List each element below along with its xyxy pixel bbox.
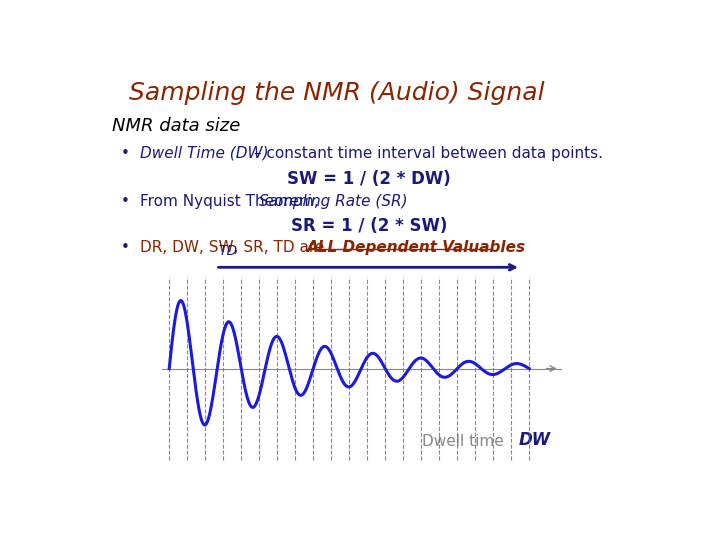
Text: Sampling the NMR (Audio) Signal: Sampling the NMR (Audio) Signal xyxy=(129,82,545,105)
Text: •: • xyxy=(121,194,130,208)
Text: DW: DW xyxy=(518,431,551,449)
Text: SR = 1 / (2 * SW): SR = 1 / (2 * SW) xyxy=(291,217,447,234)
Text: DR, DW, SW, SR, TD are: DR, DW, SW, SR, TD are xyxy=(140,240,334,255)
Text: – constant time interval between data points.: – constant time interval between data po… xyxy=(249,146,603,161)
Text: TD: TD xyxy=(218,244,238,258)
Text: From Nyquist Theorem,: From Nyquist Theorem, xyxy=(140,194,324,208)
Text: Dwell Time (DW): Dwell Time (DW) xyxy=(140,146,269,161)
Text: •: • xyxy=(121,240,130,255)
Text: Sampling Rate (SR): Sampling Rate (SR) xyxy=(258,194,407,208)
Text: ALL Dependent Valuables: ALL Dependent Valuables xyxy=(307,240,526,255)
Text: NMR data size: NMR data size xyxy=(112,117,240,135)
Text: Dwell time: Dwell time xyxy=(422,434,508,449)
Text: SW = 1 / (2 * DW): SW = 1 / (2 * DW) xyxy=(287,170,451,187)
Text: •: • xyxy=(121,146,130,161)
